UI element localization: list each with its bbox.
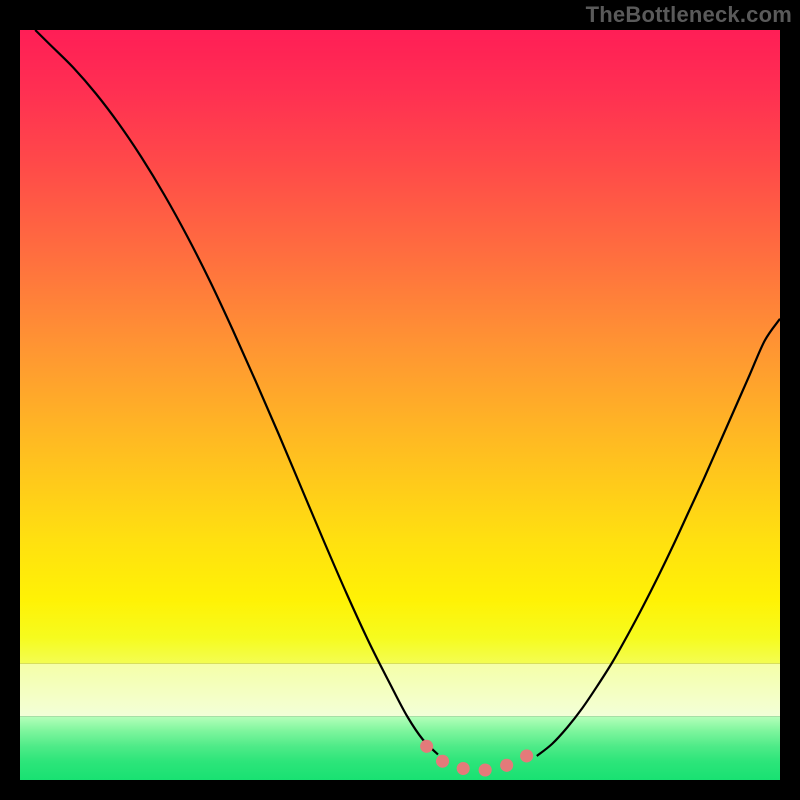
chart-svg [0, 0, 800, 800]
bg-gradient-green [20, 716, 780, 780]
chart-frame: TheBottleneck.com [0, 0, 800, 800]
watermark-text: TheBottleneck.com [586, 2, 792, 28]
bg-gradient-pale [20, 664, 780, 717]
bg-gradient-main [20, 30, 780, 664]
